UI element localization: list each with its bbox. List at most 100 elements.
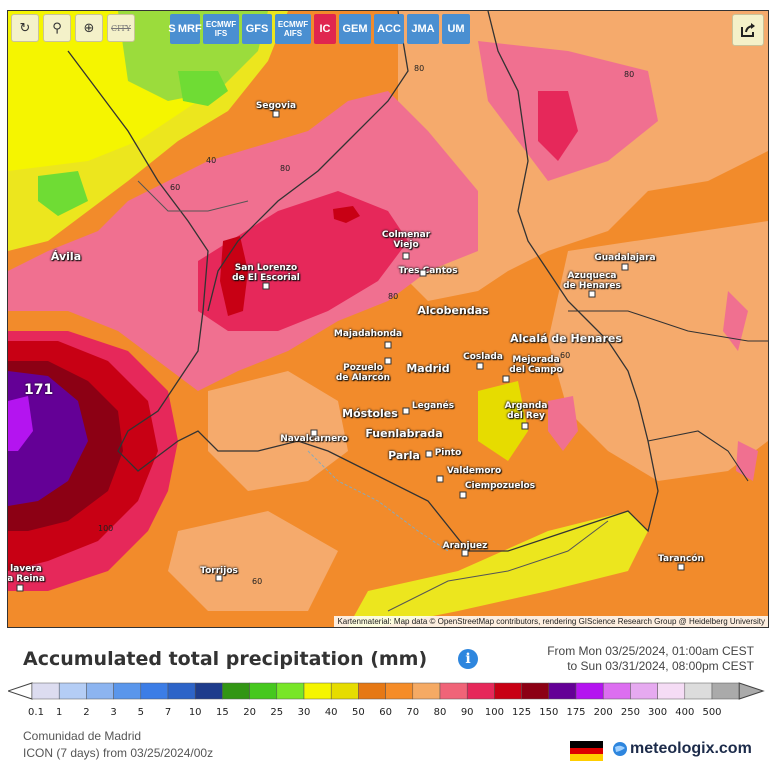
- legend-swatch: [303, 682, 332, 700]
- legend-swatch: [194, 682, 223, 700]
- legend-swatch: [630, 682, 658, 700]
- model-button[interactable]: ECMWF IFS: [203, 14, 239, 44]
- legend-tick: 125: [512, 707, 532, 718]
- legend-swatch: [657, 682, 686, 700]
- legend-swatch: [711, 682, 740, 700]
- city-label: Pinto: [434, 448, 462, 458]
- legend-tick: 10: [188, 707, 202, 718]
- color-scale: [8, 682, 765, 700]
- city-label: Fuenlabrada: [365, 427, 443, 440]
- max-value-label: 171: [24, 382, 54, 398]
- legend-swatch: [575, 682, 604, 700]
- city-marker: [262, 282, 270, 290]
- isoline-label: 80: [414, 64, 425, 73]
- map-frame[interactable]: ↻ ⚲ ⊕ CITY S MRF ECMWF IFS GFS ECMWF AIFS IC GEM…: [7, 10, 769, 628]
- city-marker: [16, 584, 24, 592]
- city-marker: [419, 269, 427, 277]
- legend-swatch: [167, 682, 196, 700]
- city-label: Mejorada del Campo: [509, 355, 563, 375]
- city-label: Alcobendas: [417, 304, 489, 317]
- model-button[interactable]: UM: [442, 14, 470, 44]
- isoline-label: 60: [170, 183, 181, 192]
- model-button[interactable]: ECMWF AIFS: [275, 14, 311, 44]
- legend-swatch: [276, 682, 305, 700]
- share-button[interactable]: [732, 14, 764, 46]
- city-marker: [402, 252, 410, 260]
- city-marker: [402, 407, 410, 415]
- legend-tick: 300: [648, 707, 668, 718]
- legend-swatch: [86, 682, 114, 700]
- city-label: Parla: [388, 449, 420, 462]
- legend-tick: 400: [675, 707, 695, 718]
- model-button[interactable]: GFS: [242, 14, 272, 44]
- isoline-label: 100: [98, 524, 114, 533]
- city-label: Ciempozuelos: [464, 481, 536, 491]
- city-label: Torrijos: [200, 566, 238, 576]
- legend-swatch: [412, 682, 441, 700]
- city-label: Majadahonda: [333, 329, 403, 339]
- legend-swatch: [222, 682, 250, 700]
- legend-tick: 20: [243, 707, 256, 718]
- model-button[interactable]: S MRF: [168, 14, 202, 44]
- legend-tick: 5: [137, 707, 144, 718]
- city-marker: [425, 450, 433, 458]
- brand-logo[interactable]: meteologix.com: [612, 740, 752, 758]
- city-marker: [502, 375, 510, 383]
- model-button[interactable]: JMA: [407, 14, 439, 44]
- region-label: Comunidad de Madrid: [23, 729, 142, 743]
- location-pin-icon[interactable]: ⚲: [43, 14, 71, 42]
- isoline-label: 60: [252, 577, 263, 586]
- period-from: From Mon 03/25/2024, 01:00am CEST: [547, 644, 754, 658]
- legend-swatch: [548, 682, 577, 700]
- city-marker: [677, 563, 685, 571]
- city-label: Ávila: [50, 250, 82, 263]
- city-marker: [384, 341, 392, 349]
- model-button[interactable]: GEM: [339, 14, 371, 44]
- city-marker: [588, 290, 596, 298]
- model-selector: S MRF ECMWF IFS GFS ECMWF AIFS IC GEM ACC JMA UM: [168, 14, 470, 44]
- legend-swatch: [466, 682, 495, 700]
- city-marker: [521, 422, 529, 430]
- city-marker: [272, 110, 280, 118]
- model-button[interactable]: ACC: [374, 14, 404, 44]
- city-label: Arganda del Rey: [504, 401, 548, 421]
- zoom-icon[interactable]: ⊕: [75, 14, 103, 42]
- legend-swatch: [494, 682, 522, 700]
- city-label: Tarancón: [658, 554, 704, 564]
- legend-swatch: [140, 682, 169, 700]
- legend-swatch: [31, 682, 60, 700]
- city-label: Colmenar Viejo: [381, 230, 431, 250]
- precipitation-map[interactable]: [8, 11, 768, 627]
- share-icon: [741, 23, 755, 37]
- model-button[interactable]: IC: [314, 14, 336, 44]
- city-label: Alcalá de Henares: [510, 332, 622, 345]
- legend-tick: 100: [484, 707, 504, 718]
- legend-swatch: [113, 682, 142, 700]
- germany-flag-icon[interactable]: [570, 741, 603, 761]
- legend-tick: 200: [593, 707, 613, 718]
- city-marker: [459, 491, 467, 499]
- city-label: Madrid: [406, 362, 450, 375]
- refresh-icon[interactable]: ↻: [11, 14, 39, 42]
- city-marker: [476, 362, 484, 370]
- legend-swatch: [58, 682, 87, 700]
- info-icon[interactable]: i: [458, 649, 478, 669]
- legend-tick: 40: [324, 707, 338, 718]
- city-label: Pozuelo de Alarcón: [335, 363, 391, 383]
- legend-high-arrow: [738, 682, 765, 700]
- legend-tick: 250: [620, 707, 640, 718]
- city-label: Valdemoro: [446, 466, 502, 476]
- legend-swatch: [521, 682, 550, 700]
- city-label: Aranjuez: [442, 541, 488, 551]
- city-toggle-icon[interactable]: CITY: [107, 14, 135, 42]
- city-marker: [461, 549, 469, 557]
- legend-title: Accumulated total precipitation (mm): [23, 648, 428, 670]
- legend-swatch: [602, 682, 631, 700]
- city-label: Guadalajara: [594, 253, 656, 263]
- legend-tick: 3: [110, 707, 117, 718]
- city-label: Coslada: [463, 352, 503, 362]
- isoline-label: 80: [388, 292, 399, 301]
- legend-tick: 15: [216, 707, 229, 718]
- legend-low-arrow: [8, 682, 33, 700]
- legend-swatch: [330, 682, 359, 700]
